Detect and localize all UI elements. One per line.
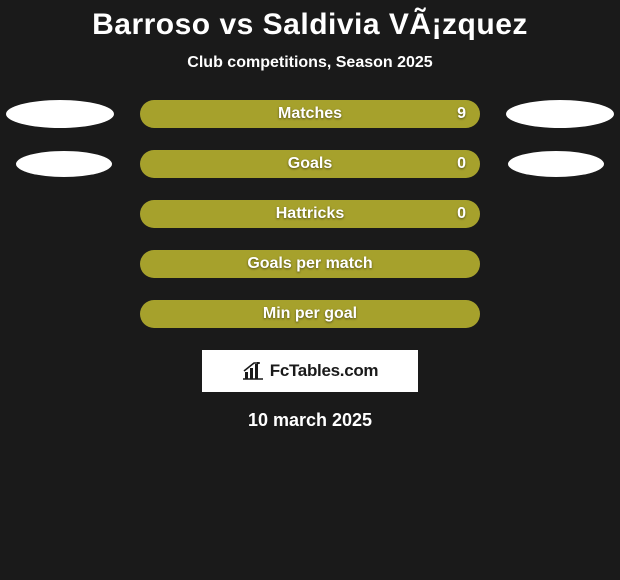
stat-label: Goals per match — [247, 255, 372, 273]
stat-label: Goals — [288, 155, 332, 173]
page-title: Barroso vs Saldivia VÃ¡zquez — [92, 8, 528, 42]
stat-row: Hattricks 0 — [0, 200, 620, 228]
stat-rows: Matches 9 Goals 0 Hattricks 0 Goals per match M… — [0, 100, 620, 328]
stat-bar: Min per goal — [140, 300, 480, 328]
player-right-marker — [506, 100, 614, 128]
logo-text: FcTables.com — [270, 361, 379, 381]
stat-row: Matches 9 — [0, 100, 620, 128]
stat-row: Goals 0 — [0, 150, 620, 178]
page-subtitle: Club competitions, Season 2025 — [187, 54, 432, 72]
stat-bar: Goals per match — [140, 250, 480, 278]
stat-value: 0 — [457, 155, 466, 173]
stat-label: Matches — [278, 105, 342, 123]
stat-value: 9 — [457, 105, 466, 123]
stat-label: Hattricks — [276, 205, 344, 223]
date-label: 10 march 2025 — [248, 410, 372, 431]
player-left-marker — [6, 100, 114, 128]
stat-row: Goals per match — [0, 250, 620, 278]
comparison-card: Barroso vs Saldivia VÃ¡zquez Club compet… — [0, 0, 620, 431]
stat-row: Min per goal — [0, 300, 620, 328]
stat-bar: Hattricks 0 — [140, 200, 480, 228]
stat-bar: Matches 9 — [140, 100, 480, 128]
player-left-marker — [16, 151, 112, 177]
logo-box: FcTables.com — [202, 350, 418, 392]
stat-value: 0 — [457, 205, 466, 223]
stat-bar: Goals 0 — [140, 150, 480, 178]
stat-label: Min per goal — [263, 305, 357, 323]
bar-chart-icon — [242, 362, 264, 380]
player-right-marker — [508, 151, 604, 177]
